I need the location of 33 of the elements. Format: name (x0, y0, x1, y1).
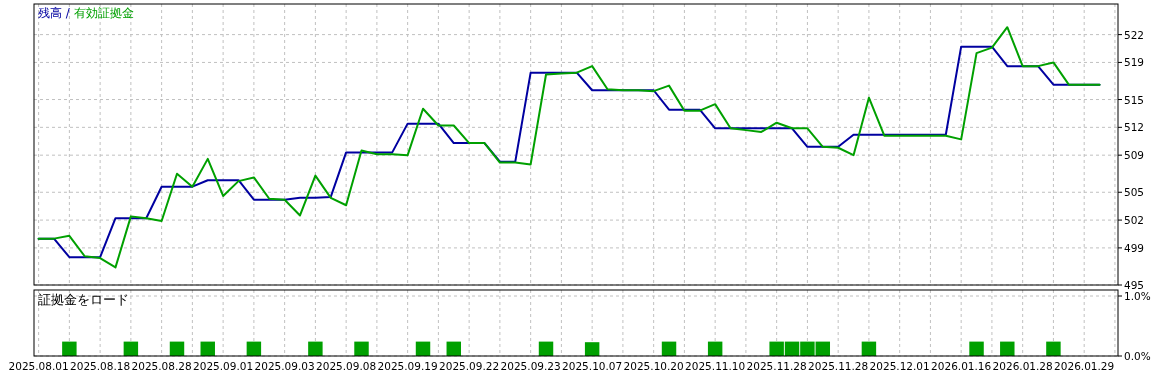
y-tick-label: 0.0% (1124, 350, 1151, 362)
x-tick-label: 2026.01.29 (1054, 360, 1115, 372)
y-tick-label: 512 (1124, 121, 1145, 134)
x-tick-label: 2025.10.07 (562, 360, 623, 372)
x-tick-label: 2025.09.01 (193, 360, 254, 372)
x-tick-label: 2026.01.16 (931, 360, 992, 372)
y-tick-label: 515 (1124, 93, 1145, 106)
y-tick-label: 495 (1124, 279, 1145, 291)
y-tick-label: 505 (1124, 186, 1145, 199)
x-tick-label: 2025.09.22 (439, 360, 500, 372)
chart-title: 証拠金をロード (38, 292, 129, 307)
y-tick-label: 1.0% (1124, 290, 1151, 302)
x-tick-label: 2025.11.10 (685, 360, 746, 372)
x-tick-label: 2025.09.19 (377, 360, 438, 372)
x-tick-label: 2025.09.03 (254, 360, 315, 372)
y-tick-label: 499 (1124, 241, 1145, 254)
x-tick-label: 2025.12.01 (869, 360, 930, 372)
y-tick-label: 522 (1124, 28, 1145, 41)
x-tick-label: 2025.10.20 (623, 360, 684, 372)
y-tick-label: 519 (1124, 56, 1145, 69)
annotation: / (62, 6, 74, 20)
x-tick-label: 2025.08.01 (8, 360, 69, 372)
y-tick-label: 502 (1124, 214, 1145, 227)
y-tick-label: 509 (1124, 149, 1145, 162)
x-tick-label: 2025.09.23 (500, 360, 561, 372)
x-tick-label: 2025.08.28 (131, 360, 192, 372)
x-tick-label: 2025.09.08 (316, 360, 377, 372)
x-tick-label: 2025.08.18 (70, 360, 131, 372)
x-tick-label: 2025.11.28 (746, 360, 807, 372)
x-tick-label: 2026.01.28 (992, 360, 1053, 372)
text: 有効証拠金 (73, 6, 134, 20)
text: 残高 (38, 6, 62, 20)
x-tick-label: 2025.11.28 (808, 360, 869, 372)
